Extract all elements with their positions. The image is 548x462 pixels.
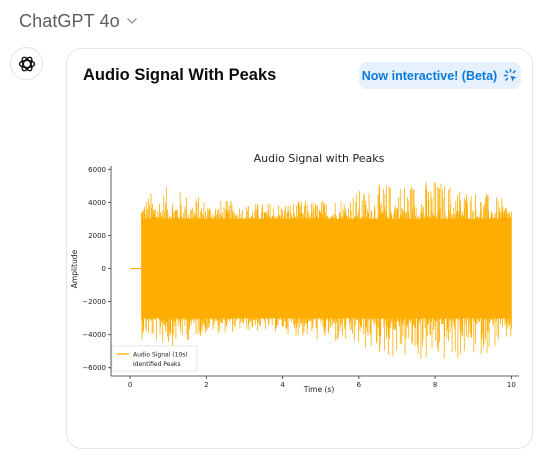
y-tick-label: 0 [102, 265, 106, 273]
x-tick-label: 10 [507, 381, 516, 389]
y-tick-label: 4000 [88, 199, 106, 207]
sparkle-cursor-icon [503, 68, 517, 82]
axes-layer: 6000 4000 2000 0 −2000 −4000 −6000 0 2 4 6 8 10 [82, 166, 519, 389]
interactive-badge-button[interactable]: Now interactive! (Beta) [359, 62, 521, 89]
chart-card: Audio Signal With Peaks Now interactive!… [66, 48, 533, 449]
chart-title: Audio Signal with Peaks [254, 152, 385, 165]
badge-label: Now interactive! (Beta) [361, 68, 498, 83]
y-axis-label: Amplitude [70, 249, 79, 288]
legend: Audio Signal (10s) Identified Peaks [111, 345, 198, 372]
x-tick-label: 0 [128, 381, 132, 389]
card-title: Audio Signal With Peaks [83, 66, 277, 84]
audio-signal-chart: Audio Signal with Peaks 6000 4000 2000 0 −20… [70, 152, 519, 394]
legend-label-audio-signal: Audio Signal (10s) [133, 352, 188, 359]
x-tick-label: 6 [357, 381, 362, 389]
legend-label-identified-peaks: Identified Peaks [133, 361, 181, 368]
y-tick-label: −4000 [82, 331, 106, 339]
assistant-avatar [10, 47, 43, 80]
y-tick-label: 2000 [88, 232, 106, 240]
y-tick-label: −6000 [82, 364, 106, 372]
y-tick-label: 6000 [88, 166, 106, 174]
chevron-down-icon [126, 18, 137, 24]
signal-layer [130, 181, 512, 359]
y-tick-label: −2000 [82, 298, 106, 306]
openai-logo-icon [18, 56, 35, 71]
x-axis-label: Time (s) [303, 385, 335, 394]
model-name: ChatGPT 4o [19, 10, 120, 31]
model-selector[interactable]: ChatGPT 4o [19, 9, 138, 33]
x-tick-label: 2 [204, 381, 208, 389]
x-tick-label: 4 [280, 381, 285, 389]
chart-area[interactable]: Audio Signal with Peaks 6000 4000 2000 0 −20… [67, 49, 532, 453]
x-tick-label: 8 [433, 381, 437, 389]
